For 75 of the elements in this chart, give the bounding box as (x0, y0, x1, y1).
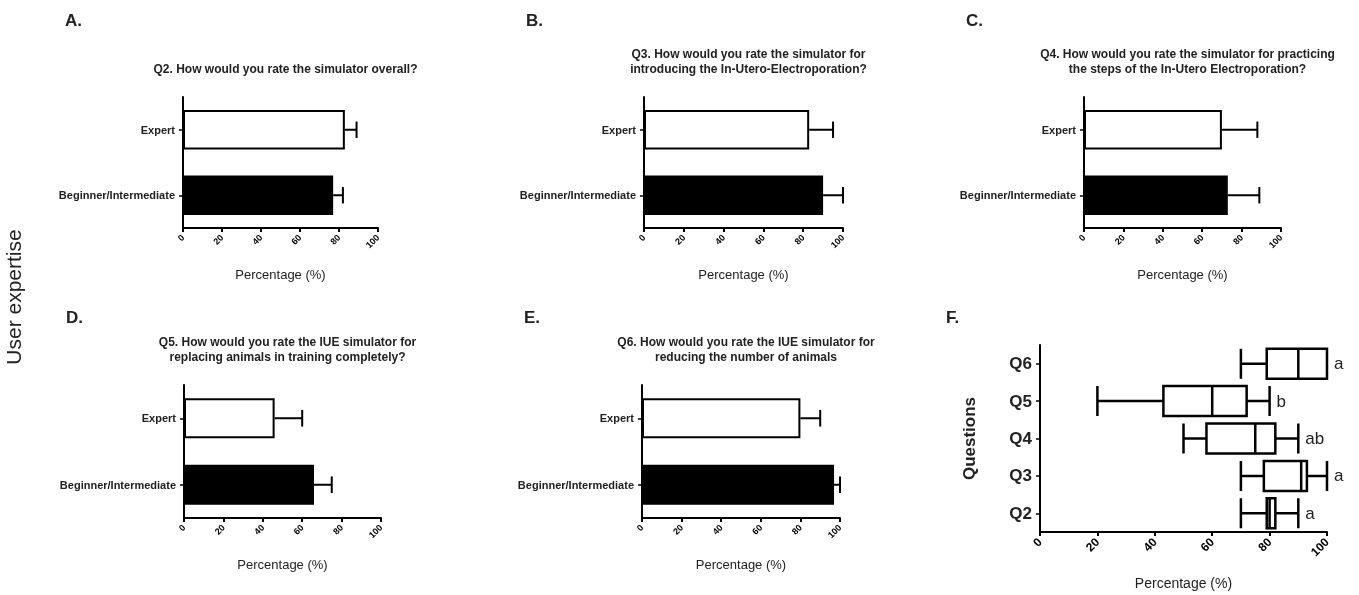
x-tick-label: 80 (1230, 232, 1246, 247)
y-tick-label: Expert (141, 412, 177, 425)
y-tick-label: Expert (599, 412, 635, 425)
x-tick-label: 0 (176, 522, 188, 534)
x-tick-label: 20 (211, 232, 226, 247)
chart-title: Q3. How would you rate the simulator for introducing the In-Utero-Electroporation? (630, 46, 867, 76)
x-tick-label: 20 (1112, 232, 1127, 247)
text: A. (65, 11, 82, 30)
x-tick-label: 40 (710, 522, 725, 537)
y-tick-label: Beginner/Intermediate (59, 478, 176, 491)
chart-title: Q2. How would you rate the simulator overall? (153, 61, 418, 76)
x-tick-label: 80 (330, 522, 346, 537)
x-tick-label: 0 (634, 522, 646, 534)
y-tick-label: Q3 (1009, 466, 1032, 486)
x-tick-label: 20 (1083, 534, 1103, 555)
annotation: a (1334, 466, 1344, 486)
x-tick-label: 20 (212, 522, 227, 537)
x-tick-label: 100 (1307, 534, 1333, 560)
annotation: a (1305, 503, 1316, 523)
x-tick-label: 40 (712, 232, 728, 247)
x-tick-label: 100 (1266, 232, 1285, 251)
text: E. (524, 308, 541, 327)
y-tick-label: Q5 (1009, 391, 1032, 411)
x-tick-label: 60 (291, 522, 306, 537)
chart-title: Q4. How would you rate the simulator for practicing the steps of the In-Utero Electroporation? (1040, 46, 1335, 76)
x-tick-label: 80 (328, 232, 343, 247)
x-axis-title: Percentage (%) (1134, 575, 1233, 591)
x-tick-label: 60 (289, 232, 304, 247)
annotation: a (1334, 354, 1344, 374)
x-tick-label: 60 (750, 522, 765, 537)
x-tick-label: 20 (670, 522, 686, 537)
x-tick-label: 40 (1152, 232, 1167, 247)
y-tick-label: Expert (1041, 123, 1077, 136)
y-tick-label: Expert (601, 123, 637, 136)
text: C. (966, 11, 983, 30)
text: F. (946, 308, 960, 327)
y-tick-label: Beginner/Intermediate (519, 189, 636, 202)
x-axis-title: Percentage (%) (695, 557, 787, 572)
x-tick-label: 80 (789, 522, 804, 537)
x-tick-label: 60 (1197, 534, 1218, 555)
x-tick-label: 80 (1255, 534, 1275, 555)
x-tick-label: 100 (366, 522, 385, 541)
annotation: ab (1305, 429, 1325, 448)
x-axis-title: Percentage (%) (698, 267, 789, 282)
x-tick-label: 100 (828, 232, 847, 251)
y-tick-label: Q2 (1009, 503, 1032, 523)
x-tick-label: 80 (792, 232, 807, 247)
x-axis-title: Percentage (%) (237, 557, 328, 572)
text: B. (526, 11, 543, 30)
x-tick-label: 40 (252, 522, 267, 537)
x-axis-title: Percentage (%) (1137, 267, 1228, 282)
x-tick-label: 40 (1140, 534, 1160, 555)
x-tick-label: 0 (1076, 232, 1088, 244)
y-tick-label: Q4 (1009, 429, 1033, 448)
x-tick-label: 100 (363, 232, 382, 251)
y-axis-title: Questions (960, 396, 979, 481)
annotation: b (1276, 391, 1287, 411)
x-tick-label: 60 (752, 232, 767, 247)
x-tick-label: 40 (250, 232, 265, 247)
x-tick-label: 100 (825, 522, 844, 541)
x-tick-label: 0 (636, 232, 648, 244)
y-tick-label: Q6 (1009, 354, 1032, 374)
text: D. (66, 308, 83, 327)
chart-title: Q5. How would you rate the IUE simulator for replacing animals in training completely? (158, 334, 417, 364)
x-tick-label: 20 (673, 232, 688, 247)
x-tick-label: 60 (1191, 232, 1206, 247)
x-tick-label: 0 (175, 232, 187, 244)
y-tick-label: Beginner/Intermediate (959, 189, 1076, 202)
y-axis-title: User expertise (2, 229, 26, 365)
x-axis-title: Percentage (%) (235, 267, 326, 282)
y-tick-label: Beginner/Intermediate (58, 189, 175, 202)
chart-title: Q6. How would you rate the IUE simulator for reducing the number of animals (617, 334, 875, 364)
y-tick-label: Beginner/Intermediate (517, 478, 634, 491)
x-tick-label: 0 (1030, 534, 1046, 550)
y-tick-label: Expert (140, 123, 176, 136)
